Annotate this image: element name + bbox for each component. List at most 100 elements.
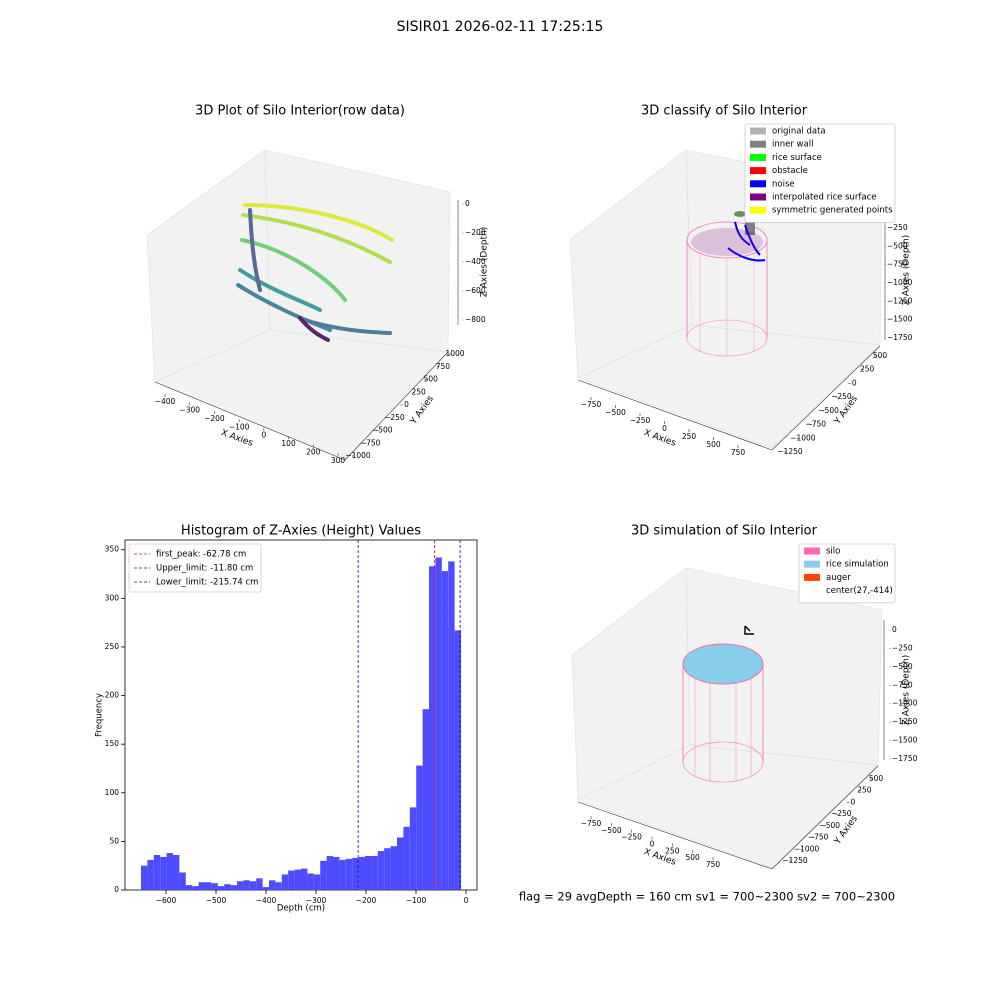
x-tick-label: 250 [665, 846, 680, 855]
histogram-bar [390, 846, 397, 890]
y-tick-label: 500 [424, 375, 439, 384]
histogram-bar [256, 878, 263, 890]
z-axis-label: Z Axies (Depth) [902, 655, 912, 726]
histogram-bar [192, 886, 199, 890]
x-tick-label: 750 [706, 860, 721, 869]
y-tick-label: 1000 [445, 349, 464, 358]
histogram-bar [345, 858, 353, 890]
y-tick-label: 100 [105, 788, 120, 797]
histogram-bar [397, 837, 404, 890]
point-cloud [236, 203, 394, 342]
histogram-bar [307, 873, 314, 890]
y-tick-label: 750 [436, 362, 451, 371]
legend-label: center(27,-414) [826, 586, 893, 596]
x-tick-label: −250 [621, 833, 642, 842]
panel-box [146, 149, 459, 461]
z-tick-label: 0 [892, 625, 897, 634]
x-tick-label: 500 [706, 440, 721, 449]
x-tick-label: 500 [686, 853, 701, 862]
y-tick-label: −750 [805, 420, 826, 429]
legend-label: rice surface [772, 153, 822, 163]
histogram-bar [275, 882, 282, 890]
z-tick-label: 0 [465, 199, 470, 208]
silo-simulation [682, 625, 764, 783]
legend-swatch [750, 127, 766, 135]
histogram-bar [365, 855, 372, 890]
classified-points [691, 211, 766, 262]
histogram-bar [211, 883, 218, 890]
legend-label: obstacle [772, 166, 808, 176]
histogram-bar [441, 571, 449, 890]
x-tick-label: −750 [581, 819, 602, 828]
legend-label: interpolated rice surface [772, 193, 877, 203]
z-tick-label: −250 [887, 223, 908, 232]
x-tick-label: −300 [306, 896, 327, 905]
x-tick-label: 300 [331, 456, 346, 465]
histogram-bar [313, 874, 321, 890]
histogram-bar [281, 874, 289, 890]
histogram-bar [185, 885, 193, 890]
histogram-bar [422, 709, 429, 890]
z-tick-label: −800 [465, 315, 486, 324]
histogram-bar [358, 856, 365, 890]
z-tick-label: −1000 [887, 278, 913, 287]
y-tick-label: −750 [360, 438, 381, 447]
histogram-bar [237, 881, 244, 890]
histogram-bar [416, 765, 423, 890]
x-tick-label: 750 [731, 448, 746, 457]
y-tick-label: 250 [857, 786, 872, 795]
histogram-bar [320, 860, 327, 890]
legend-swatch [804, 560, 820, 568]
x-axis-label: Depth (cm) [277, 904, 325, 914]
y-tick-label: −500 [818, 406, 839, 415]
legend-swatch [750, 180, 766, 188]
x-tick-label: −100 [229, 422, 250, 431]
y-tick-label: −1250 [777, 447, 803, 456]
silo-cylinder [686, 221, 768, 357]
legend-swatch [750, 167, 766, 175]
x-tick-label: −500 [206, 896, 227, 905]
figure-title: SISIR01 2026-02-11 17:25:15 [397, 19, 604, 35]
histogram-bar [294, 869, 301, 890]
y-tick-label: 250 [105, 642, 120, 651]
y-tick-label: −1000 [345, 451, 371, 460]
subplot-title: 3D Plot of Silo Interior(row data) [195, 104, 405, 119]
x-tick-label: −600 [156, 896, 177, 905]
y-tick-label: 150 [105, 739, 120, 748]
x-tick-label: 0 [662, 424, 667, 433]
histogram-bar [435, 557, 442, 890]
y-tick-label: −500 [372, 426, 393, 435]
y-tick-label: 500 [873, 351, 888, 360]
histogram-bar [326, 855, 333, 890]
z-tick-label: −400 [465, 257, 486, 266]
legend-label: inner wall [772, 140, 813, 150]
x-tick-label: 200 [306, 448, 321, 457]
z-tick-label: −750 [887, 260, 908, 269]
y-tick-label: −750 [808, 833, 829, 842]
z-tick-label: −500 [892, 662, 913, 671]
x-tick-label: 250 [682, 432, 697, 441]
y-tick-label: 350 [105, 545, 120, 554]
histogram-bar [141, 865, 148, 890]
histogram-bar [217, 886, 225, 890]
legend-swatch [804, 573, 820, 581]
legend-swatch [804, 547, 820, 555]
panel-box [571, 567, 885, 870]
y-tick-label: 200 [105, 691, 120, 700]
histogram-bar [371, 855, 378, 890]
y-tick-label: −250 [831, 392, 852, 401]
y-tick-label: 0 [114, 885, 119, 894]
legend-label: original data [772, 127, 826, 137]
legend-label: auger [826, 573, 851, 583]
histogram-bar [166, 853, 173, 890]
z-tick-label: −1250 [887, 296, 913, 305]
z-axis-label: Z Axies (Depth) [480, 227, 490, 298]
x-tick-label: −200 [356, 896, 377, 905]
histogram-bar [262, 887, 269, 890]
legend-label: silo [826, 547, 840, 557]
x-tick-label: −100 [406, 896, 427, 905]
histogram-bar [352, 857, 359, 890]
x-tick-label: 100 [281, 439, 296, 448]
y-tick-label: 0 [404, 400, 409, 409]
legend-swatch [750, 140, 766, 148]
